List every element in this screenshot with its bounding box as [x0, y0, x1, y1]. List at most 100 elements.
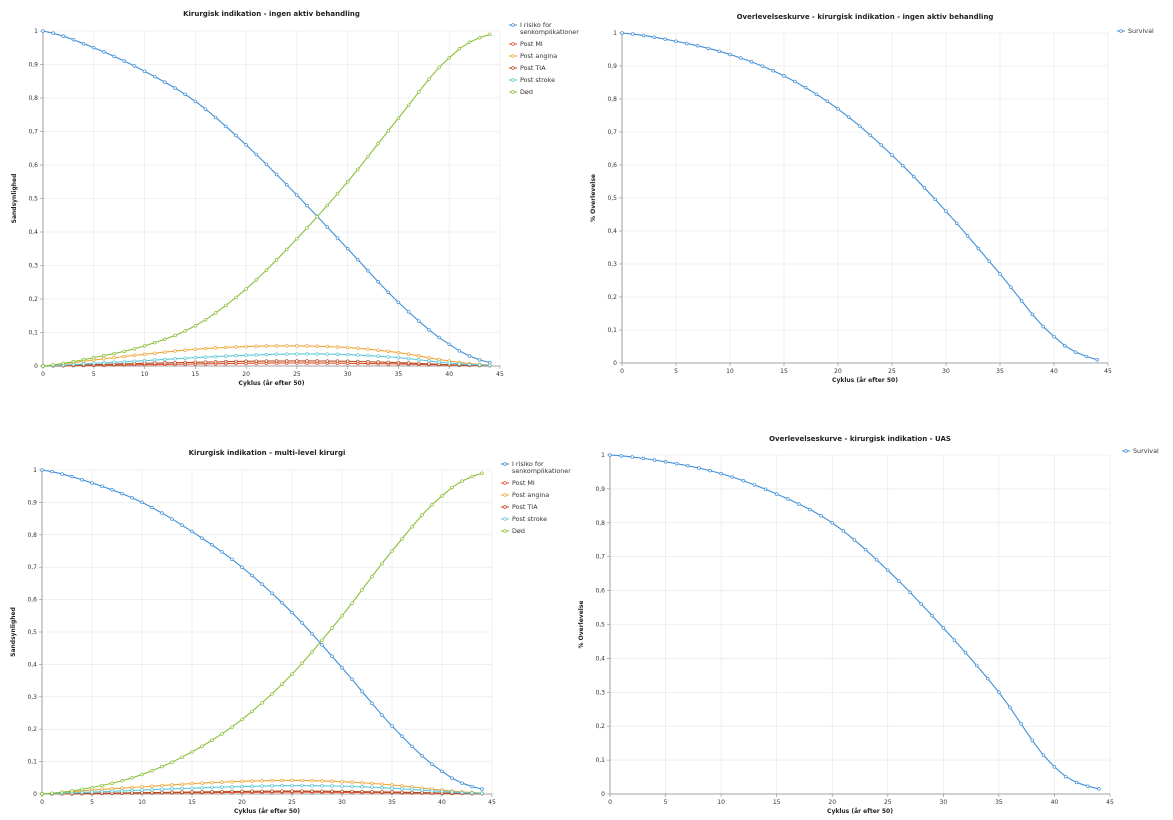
data-point	[152, 361, 157, 365]
data-point	[868, 133, 873, 138]
x-tick-label: 0	[608, 799, 612, 806]
x-tick-label: 10	[138, 799, 146, 806]
data-point	[250, 779, 254, 783]
data-point	[71, 359, 76, 364]
data-point	[965, 234, 970, 238]
legend-marker	[511, 90, 515, 94]
data-point	[203, 107, 208, 111]
data-point	[808, 507, 812, 512]
data-point	[360, 781, 364, 785]
data-point	[120, 491, 124, 496]
x-tick-label: 25	[288, 799, 296, 806]
data-point	[193, 347, 198, 352]
data-point	[163, 361, 167, 365]
data-point	[370, 790, 374, 794]
data-point	[450, 776, 454, 780]
data-point	[280, 789, 284, 793]
x-tick-label: 40	[445, 371, 453, 378]
y-tick-label: 0,4	[28, 229, 38, 236]
x-tick-label: 40	[438, 799, 446, 806]
x-axis-label: Cyklus (år efter 50)	[234, 808, 300, 815]
data-point	[997, 690, 1001, 695]
data-point	[210, 738, 214, 742]
data-point	[183, 348, 187, 352]
data-point	[213, 311, 218, 315]
y-tick-label: 0	[33, 791, 37, 798]
legend-label: Post TIA	[520, 64, 546, 72]
data-point	[608, 453, 612, 457]
data-point	[325, 359, 330, 363]
data-point	[830, 521, 834, 525]
data-point	[320, 789, 324, 793]
data-point	[180, 786, 184, 791]
data-point	[274, 172, 279, 177]
y-tick-label: 0,8	[28, 95, 38, 102]
legend-marker	[1119, 29, 1123, 33]
legend-marker	[503, 505, 507, 509]
legend-label: Post stroke	[512, 515, 547, 523]
data-point	[264, 268, 269, 272]
data-point	[173, 333, 177, 338]
data-point	[390, 549, 394, 553]
data-point	[386, 349, 391, 354]
data-point	[100, 789, 104, 794]
data-point	[163, 350, 167, 354]
legend-marker	[511, 42, 515, 46]
data-point	[213, 346, 218, 350]
data-point	[366, 269, 370, 273]
data-point	[797, 502, 801, 506]
data-point	[386, 128, 391, 133]
data-point	[130, 785, 134, 790]
x-tick-label: 30	[942, 368, 950, 375]
data-point	[477, 358, 482, 362]
data-point	[1041, 324, 1045, 329]
data-point	[974, 663, 979, 668]
legend-item: Post MI	[509, 40, 543, 48]
data-point	[427, 356, 431, 360]
data-point	[270, 784, 274, 788]
data-point	[1084, 354, 1089, 359]
data-point	[183, 92, 187, 97]
data-point	[390, 786, 394, 790]
data-point	[81, 362, 86, 366]
data-point	[190, 750, 194, 754]
data-point	[386, 360, 391, 365]
x-tick-label: 20	[834, 368, 842, 375]
data-point	[1097, 787, 1101, 791]
data-point	[300, 661, 304, 666]
data-point	[886, 568, 890, 573]
data-point	[440, 789, 444, 794]
data-point	[203, 346, 208, 351]
data-point	[315, 352, 319, 356]
data-point	[170, 787, 174, 791]
data-point	[380, 785, 384, 790]
data-point	[240, 789, 244, 794]
data-point	[200, 744, 204, 748]
data-point	[190, 790, 194, 794]
y-tick-label: 0,3	[607, 261, 617, 268]
data-point	[719, 471, 723, 476]
data-point	[427, 362, 431, 366]
data-point	[730, 475, 734, 479]
data-point	[330, 789, 334, 794]
y-tick-label: 1	[601, 452, 605, 459]
data-point	[350, 677, 354, 682]
legend-marker	[511, 78, 515, 82]
y-tick-label: 0,1	[28, 330, 38, 337]
data-point	[1030, 312, 1035, 317]
legend-marker	[1124, 449, 1128, 453]
data-point	[674, 39, 678, 43]
data-point	[706, 46, 711, 51]
legend-marker	[503, 462, 507, 466]
data-point	[254, 353, 259, 357]
data-point	[160, 790, 164, 795]
y-tick-label: 0,9	[27, 499, 37, 506]
data-point	[320, 779, 324, 783]
data-point	[410, 787, 414, 792]
data-point	[470, 791, 474, 795]
data-point	[1009, 285, 1013, 289]
data-point	[641, 456, 646, 461]
data-point	[240, 784, 244, 789]
y-tick-label: 0,9	[28, 62, 38, 69]
